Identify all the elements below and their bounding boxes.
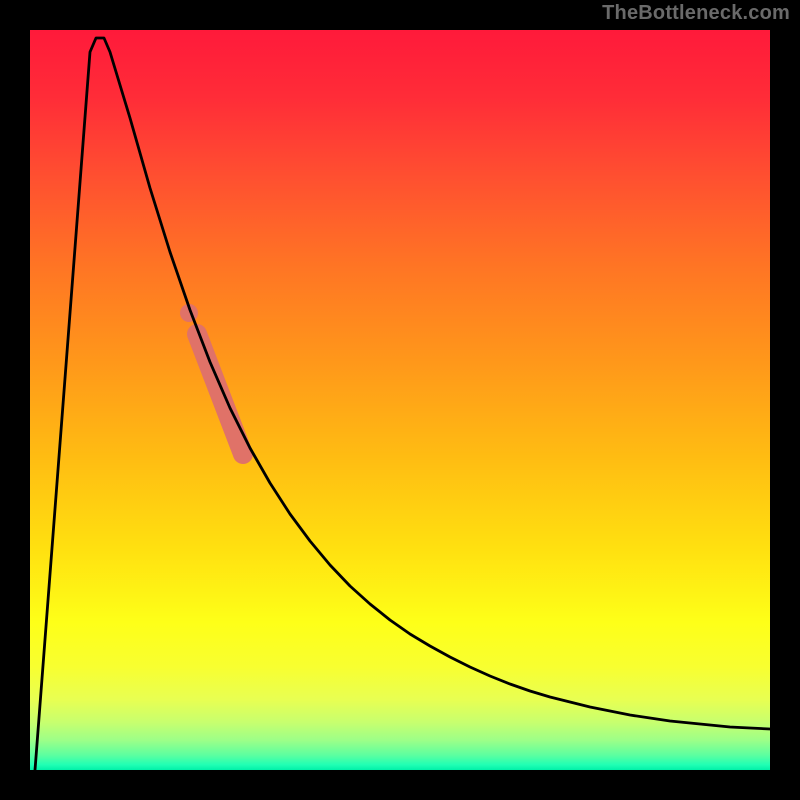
watermark-text: TheBottleneck.com: [602, 2, 790, 25]
gradient-background: [30, 30, 770, 770]
chart-container: TheBottleneck.com: [0, 0, 800, 800]
chart-svg: [0, 0, 800, 800]
